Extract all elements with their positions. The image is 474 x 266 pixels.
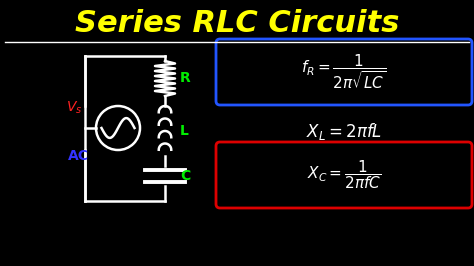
Text: $V_s$: $V_s$ [66,100,82,116]
Text: Series RLC Circuits: Series RLC Circuits [75,10,399,39]
Text: L: L [180,124,189,138]
Text: $X_C = \dfrac{1}{2\pi f C}$: $X_C = \dfrac{1}{2\pi f C}$ [307,159,381,192]
Text: AC: AC [67,149,89,163]
Text: $f_R = \dfrac{1}{2\pi\sqrt{LC}}$: $f_R = \dfrac{1}{2\pi\sqrt{LC}}$ [301,53,387,92]
Text: $X_L = 2\pi f L$: $X_L = 2\pi f L$ [306,120,382,142]
Text: C: C [180,169,190,183]
Text: R: R [180,72,191,85]
